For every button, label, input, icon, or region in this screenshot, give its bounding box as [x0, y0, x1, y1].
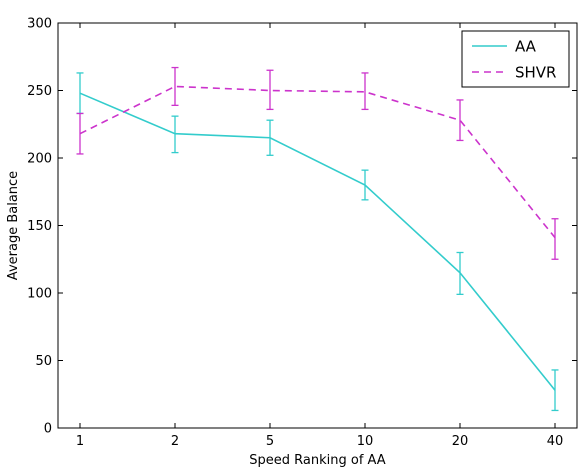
y-tick-label: 100 [27, 287, 52, 302]
x-tick-label: 1 [76, 434, 84, 449]
y-tick-label: 200 [27, 152, 52, 167]
legend-label-shvr: SHVR [515, 64, 556, 82]
y-tick-label: 50 [35, 354, 52, 369]
y-tick-label: 250 [27, 84, 52, 99]
x-tick-label: 10 [357, 434, 374, 449]
x-tick-label: 2 [171, 434, 179, 449]
legend-box [461, 30, 570, 88]
x-axis-label: Speed Ranking of AA [249, 453, 386, 468]
y-axis-label: Average Balance [6, 171, 21, 280]
ticks: 0 50 100 150 200 250 300 1 2 5 10 20 40 [27, 17, 577, 449]
x-tick-label: 20 [452, 434, 469, 449]
legend: AA SHVR [461, 30, 570, 88]
y-tick-label: 0 [44, 422, 52, 437]
x-tick-label: 5 [266, 434, 274, 449]
y-tick-label: 300 [27, 17, 52, 32]
y-tick-label: 150 [27, 219, 52, 234]
series-shvr [76, 66, 559, 260]
x-tick-label: 40 [547, 434, 564, 449]
plot-area [76, 66, 559, 412]
series-line [79, 85, 556, 239]
series-line [79, 92, 556, 391]
legend-label-aa: AA [515, 38, 537, 56]
series-aa [76, 72, 559, 412]
